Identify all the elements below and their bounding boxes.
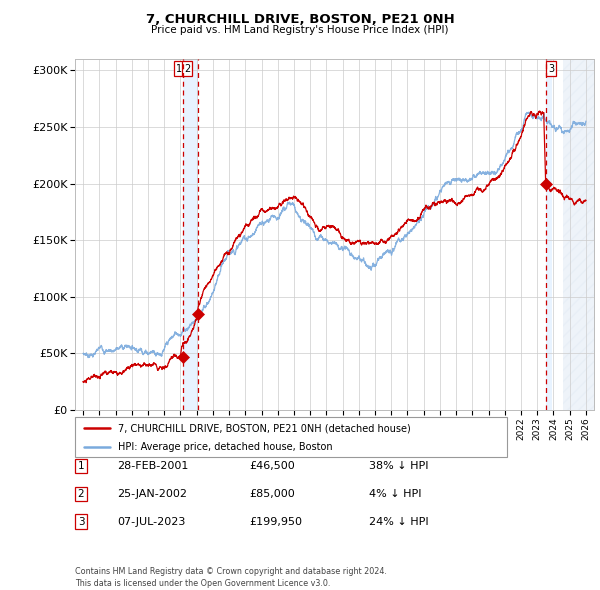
Text: 2: 2 xyxy=(184,64,190,74)
Text: Contains HM Land Registry data © Crown copyright and database right 2024.
This d: Contains HM Land Registry data © Crown c… xyxy=(75,568,387,588)
Text: 1: 1 xyxy=(77,461,85,471)
Text: 07-JUL-2023: 07-JUL-2023 xyxy=(117,517,185,526)
Text: £46,500: £46,500 xyxy=(249,461,295,471)
Text: Price paid vs. HM Land Registry's House Price Index (HPI): Price paid vs. HM Land Registry's House … xyxy=(151,25,449,35)
Text: 25-JAN-2002: 25-JAN-2002 xyxy=(117,489,187,499)
Text: 38% ↓ HPI: 38% ↓ HPI xyxy=(369,461,428,471)
Text: 3: 3 xyxy=(77,517,85,526)
Text: £85,000: £85,000 xyxy=(249,489,295,499)
Text: 1: 1 xyxy=(176,64,182,74)
Text: 7, CHURCHILL DRIVE, BOSTON, PE21 0NH (detached house): 7, CHURCHILL DRIVE, BOSTON, PE21 0NH (de… xyxy=(118,424,411,434)
Text: 28-FEB-2001: 28-FEB-2001 xyxy=(117,461,188,471)
Text: 7, CHURCHILL DRIVE, BOSTON, PE21 0NH: 7, CHURCHILL DRIVE, BOSTON, PE21 0NH xyxy=(146,13,454,26)
Bar xyxy=(183,59,198,410)
Text: 24% ↓ HPI: 24% ↓ HPI xyxy=(369,517,428,526)
Bar xyxy=(563,59,600,410)
Text: 4% ↓ HPI: 4% ↓ HPI xyxy=(369,489,421,499)
Text: £199,950: £199,950 xyxy=(249,517,302,526)
Bar xyxy=(545,59,552,410)
Text: HPI: Average price, detached house, Boston: HPI: Average price, detached house, Bost… xyxy=(118,442,333,452)
Text: 3: 3 xyxy=(548,64,554,74)
Text: 2: 2 xyxy=(77,489,85,499)
